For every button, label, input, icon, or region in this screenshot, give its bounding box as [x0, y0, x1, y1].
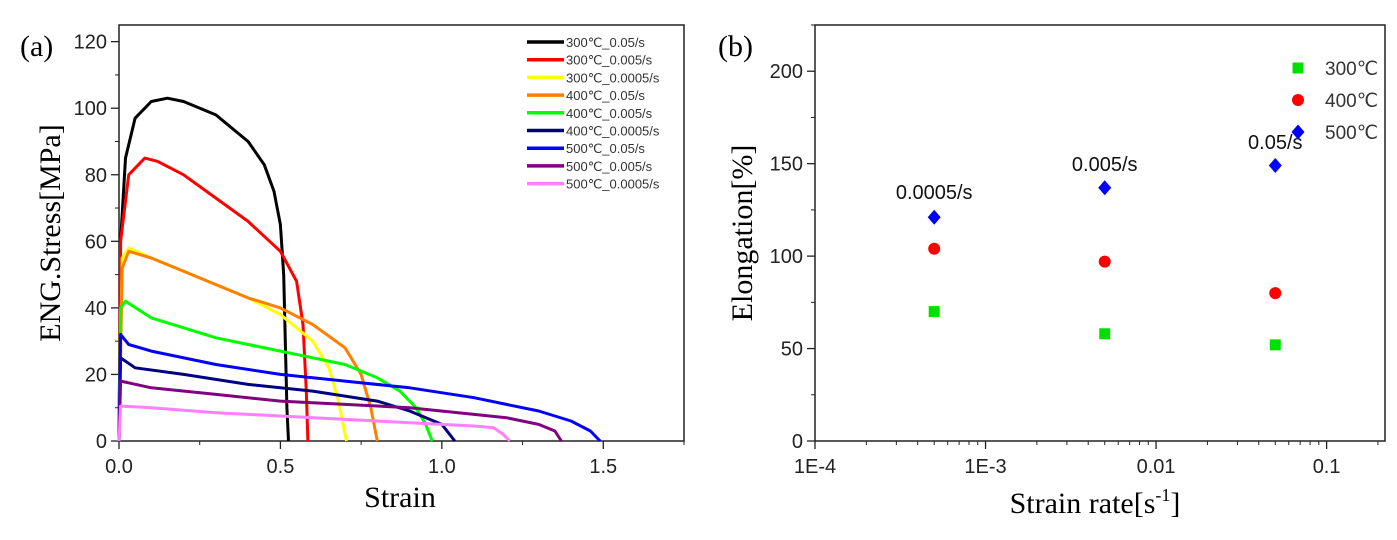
panel-b-ytick-label: 200: [770, 61, 803, 83]
panel-a-ytick-label: 20: [85, 364, 107, 386]
legend-label-2: 500℃: [1325, 123, 1378, 144]
data-point-1-0: [928, 242, 941, 255]
panel-b-ytick-label: 50: [781, 339, 803, 361]
panel-b-elongation: (b) Strain rate[s-1] Elongation[%] 1E-4 1…: [718, 24, 1386, 520]
data-point-0-2: [1269, 339, 1281, 351]
panel-a-ytick-label: 0: [96, 431, 107, 453]
series-line-1: [117, 156, 310, 442]
panel-b-xtick-label: 1E-4: [794, 456, 836, 478]
data-point-2-0: [927, 209, 941, 225]
series-line-0: [117, 96, 290, 442]
panel-b-ytick-label: 100: [770, 246, 803, 268]
legend-label-8: 500℃_0.0005/s: [566, 177, 660, 192]
data-point-0-1: [1099, 328, 1111, 340]
panel-a-stress-strain: (a) Strain ENG.Stress[MPa] 0.0 0.5 1.0 1.5 0…: [20, 24, 685, 514]
panel-b-ytick-label: 150: [770, 154, 803, 176]
panel-a-ytick-label: 80: [85, 165, 107, 187]
legend-label-4: 400℃_0.005/s: [566, 106, 653, 121]
data-point-2-1: [1098, 180, 1112, 196]
panel-a-ytick-label: 60: [85, 231, 107, 253]
panel-b-xlabel-sup: -1: [1155, 485, 1170, 505]
legend-label-6: 500℃_0.05/s: [566, 141, 645, 156]
panel-a-frame: [118, 24, 685, 442]
legend-marker-1: [1292, 94, 1304, 106]
panel-a-xlabel: Strain: [364, 481, 436, 514]
panel-a-xtick-label: 0.5: [267, 456, 295, 478]
panel-a-xtick-label: 0.0: [105, 456, 133, 478]
legend-label-3: 400℃_0.05/s: [566, 88, 645, 103]
data-point-2-2: [1268, 158, 1282, 174]
series-line-4: [117, 299, 434, 442]
legend-label-2: 300℃_0.0005/s: [566, 70, 660, 85]
panel-b-ylabel: Elongation[%]: [726, 145, 759, 322]
data-point-1-1: [1098, 255, 1111, 268]
panel-a-label: (a): [20, 30, 53, 63]
rate-annotation-2: 0.05/s: [1248, 132, 1302, 154]
series-line-7: [117, 379, 563, 442]
panel-a-ytick-label: 40: [85, 298, 107, 320]
legend-marker-0: [1292, 62, 1304, 74]
rate-annotation-1: 0.005/s: [1072, 154, 1138, 176]
legend-label-0: 300℃_0.05/s: [566, 35, 645, 50]
legend-label-1: 300℃_0.005/s: [566, 53, 653, 68]
data-point-1-2: [1269, 287, 1282, 300]
series-line-3: [117, 249, 379, 442]
series-line-8: [117, 404, 511, 443]
legend-label-0: 300℃: [1325, 59, 1378, 80]
panel-b-ytick-label: 0: [792, 431, 803, 453]
panel-b-xlabel-end: ]: [1170, 487, 1180, 520]
series-line-2: [117, 246, 349, 442]
panel-b-xlabel-main: Strain rate[s: [1010, 487, 1156, 520]
panel-b-xtick-label: 0.1: [1313, 456, 1341, 478]
panel-a-ylabel: ENG.Stress[MPa]: [34, 124, 67, 342]
panel-b-frame: [814, 24, 1386, 442]
legend-label-7: 500℃_0.005/s: [566, 159, 653, 174]
panel-b-xlabel: Strain rate[s-1]: [1010, 485, 1181, 520]
panel-a-xtick-label: 1.0: [428, 456, 456, 478]
rate-annotation-0: 0.0005/s: [896, 182, 973, 204]
legend-marker-2: [1291, 124, 1305, 140]
panel-b-xtick-label: 0.01: [1137, 456, 1176, 478]
legend-label-5: 400℃_0.0005/s: [566, 124, 660, 139]
panel-a-ytick-label: 100: [74, 98, 107, 120]
series-line-5: [117, 356, 456, 442]
panel-a-ytick-label: 120: [74, 32, 107, 54]
panel-a-xtick-label: 1.5: [589, 456, 617, 478]
panel-b-label: (b): [718, 30, 753, 63]
data-point-0-0: [928, 306, 940, 318]
legend-label-1: 400℃: [1325, 91, 1378, 112]
series-line-6: [117, 333, 602, 443]
panel-b-xtick-label: 1E-3: [964, 456, 1006, 478]
